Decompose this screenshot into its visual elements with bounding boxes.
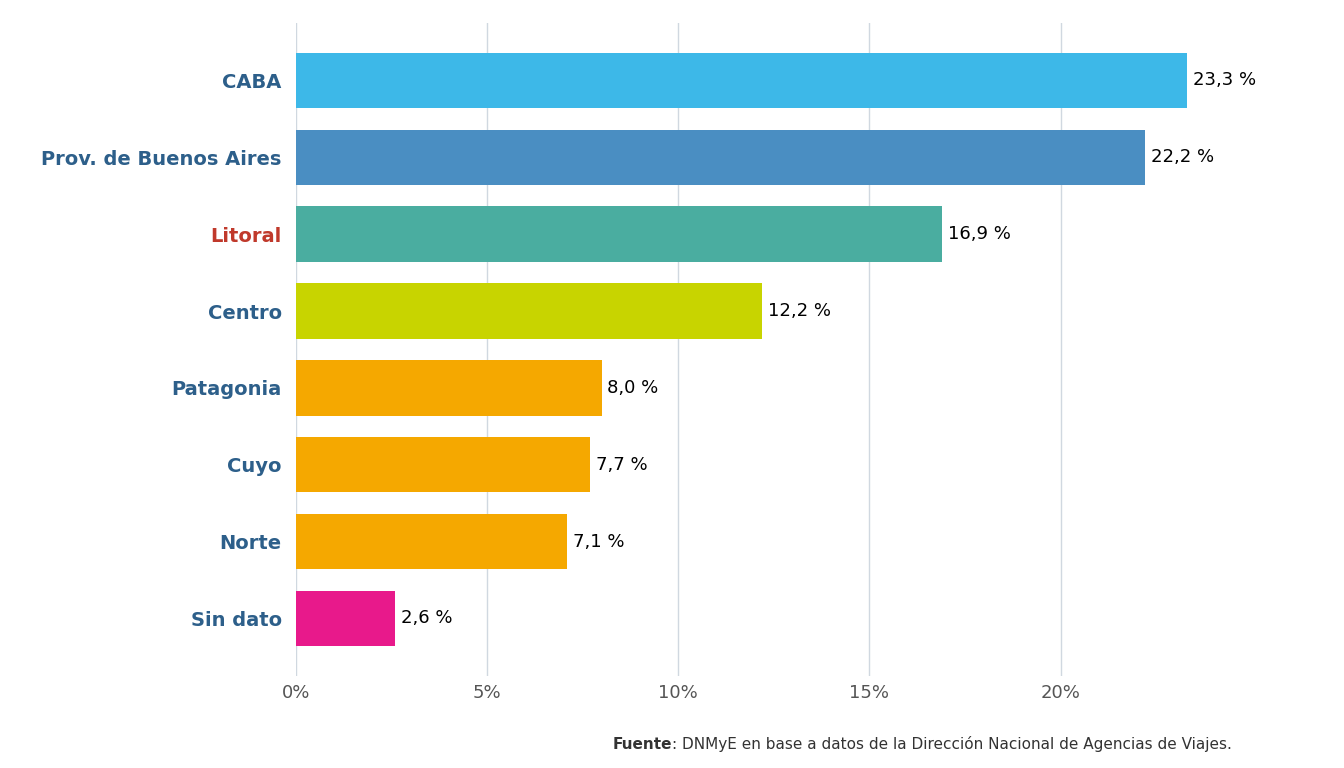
Bar <box>296 53 1187 108</box>
Bar <box>296 130 1145 185</box>
Bar <box>296 360 602 415</box>
Text: 12,2 %: 12,2 % <box>769 302 831 320</box>
Bar <box>296 207 942 262</box>
Text: 23,3 %: 23,3 % <box>1192 71 1255 89</box>
Text: 8,0 %: 8,0 % <box>607 379 659 397</box>
Bar <box>296 437 590 492</box>
Text: 16,9 %: 16,9 % <box>948 225 1011 243</box>
Text: 2,6 %: 2,6 % <box>401 610 453 627</box>
Bar <box>296 514 567 569</box>
Text: 7,1 %: 7,1 % <box>573 533 625 551</box>
Text: : DNMyE en base a datos de la Dirección Nacional de Agencias de Viajes.: : DNMyE en base a datos de la Dirección … <box>672 736 1232 752</box>
Bar <box>296 283 762 339</box>
Text: Fuente: Fuente <box>613 737 672 752</box>
Text: 7,7 %: 7,7 % <box>595 455 648 474</box>
Text: 22,2 %: 22,2 % <box>1150 148 1214 166</box>
Bar <box>296 591 395 646</box>
